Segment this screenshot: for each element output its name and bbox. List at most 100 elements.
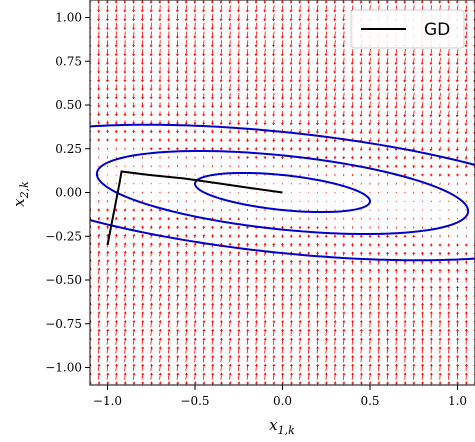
vector-arrow	[123, 138, 127, 142]
vector-arrow	[333, 311, 337, 319]
vector-arrow	[246, 363, 250, 372]
vector-arrow	[386, 363, 390, 372]
vector-arrow	[105, 22, 110, 30]
vector-arrow	[272, 320, 276, 328]
vector-arrow	[219, 381, 224, 385]
vector-arrow	[342, 243, 346, 247]
vector-arrow	[115, 165, 117, 168]
vector-arrow	[315, 155, 320, 160]
vector-arrow	[194, 208, 196, 212]
vector-arrow	[272, 110, 276, 117]
vector-arrow	[315, 31, 319, 39]
vector-arrow	[263, 92, 267, 100]
vector-arrow	[263, 138, 267, 142]
vector-arrow	[447, 164, 451, 168]
vector-arrow	[245, 5, 249, 13]
vector-arrow	[447, 346, 451, 354]
vector-arrow	[176, 372, 180, 380]
vector-arrow	[324, 285, 328, 292]
vector-arrow	[254, 138, 258, 142]
vector-arrow	[114, 13, 118, 22]
vector-arrow	[272, 92, 276, 100]
vector-arrow	[404, 191, 406, 194]
vector-arrow	[114, 5, 118, 13]
vector-arrow	[149, 381, 154, 385]
vector-arrow	[455, 285, 460, 292]
vector-arrow	[114, 138, 118, 142]
vector-arrow	[420, 146, 425, 151]
vector-arrow	[386, 191, 389, 194]
vector-arrow	[193, 22, 197, 30]
vector-arrow	[167, 381, 171, 385]
vector-arrow	[140, 0, 144, 4]
vector-arrow	[272, 355, 276, 363]
vector-arrow	[132, 217, 136, 221]
vector-arrow	[315, 40, 319, 48]
vector-arrow	[307, 0, 311, 4]
vector-arrow	[228, 225, 232, 230]
vector-arrow	[455, 381, 460, 385]
vector-arrow	[307, 92, 311, 100]
vector-arrow	[114, 372, 119, 380]
vector-arrow	[149, 337, 154, 345]
vector-arrow	[429, 83, 433, 92]
vector-arrow	[184, 328, 189, 337]
vector-arrow	[350, 128, 355, 134]
vector-arrow	[228, 31, 232, 39]
vector-arrow	[315, 226, 320, 229]
vector-arrow	[429, 243, 433, 247]
vector-arrow	[272, 75, 276, 83]
vector-arrow	[193, 285, 197, 293]
vector-arrow	[298, 268, 302, 275]
vector-arrow	[447, 363, 451, 372]
vector-arrow	[141, 372, 145, 380]
vector-arrow	[324, 128, 328, 134]
vector-arrow	[315, 243, 320, 247]
vector-arrow	[411, 75, 416, 83]
vector-arrow	[210, 22, 214, 30]
vector-arrow	[281, 302, 285, 310]
vector-arrow	[359, 146, 363, 151]
vector-arrow	[404, 200, 406, 202]
vector-arrow	[210, 75, 214, 83]
vector-arrow	[447, 268, 451, 274]
vector-arrow	[359, 155, 363, 160]
vector-arrow	[202, 337, 206, 345]
vector-arrow	[176, 320, 180, 328]
vector-arrow	[403, 83, 407, 92]
vector-arrow	[158, 84, 162, 91]
vector-arrow	[315, 66, 319, 74]
vector-arrow	[263, 381, 267, 385]
vector-arrow	[158, 48, 162, 57]
vector-arrow	[237, 276, 241, 284]
vector-arrow	[123, 381, 127, 385]
vector-arrow	[324, 31, 328, 39]
vector-arrow	[158, 217, 162, 221]
vector-arrow	[298, 31, 302, 39]
vector-arrow	[114, 233, 118, 239]
vector-arrow	[429, 101, 433, 109]
vector-arrow	[464, 22, 468, 30]
vector-arrow	[202, 48, 206, 57]
vector-arrow	[324, 302, 328, 310]
vector-arrow	[298, 40, 302, 48]
vector-arrow	[97, 381, 101, 385]
vector-arrow	[359, 75, 363, 83]
vector-arrow	[298, 92, 302, 100]
vector-arrow	[272, 337, 276, 345]
vector-arrow	[412, 355, 416, 363]
vector-arrow	[114, 217, 118, 221]
vector-arrow	[176, 259, 180, 266]
vector-arrow	[438, 146, 442, 151]
vector-arrow	[167, 311, 171, 319]
vector-arrow	[105, 111, 110, 116]
vector-arrow	[333, 328, 337, 337]
vector-arrow	[228, 355, 232, 363]
vector-arrow	[306, 66, 311, 74]
vector-arrow	[254, 120, 258, 125]
vector-arrow	[298, 363, 302, 372]
vector-arrow	[394, 48, 398, 57]
vector-arrow	[280, 83, 284, 92]
vector-arrow	[403, 251, 407, 256]
vector-arrow	[281, 381, 285, 385]
